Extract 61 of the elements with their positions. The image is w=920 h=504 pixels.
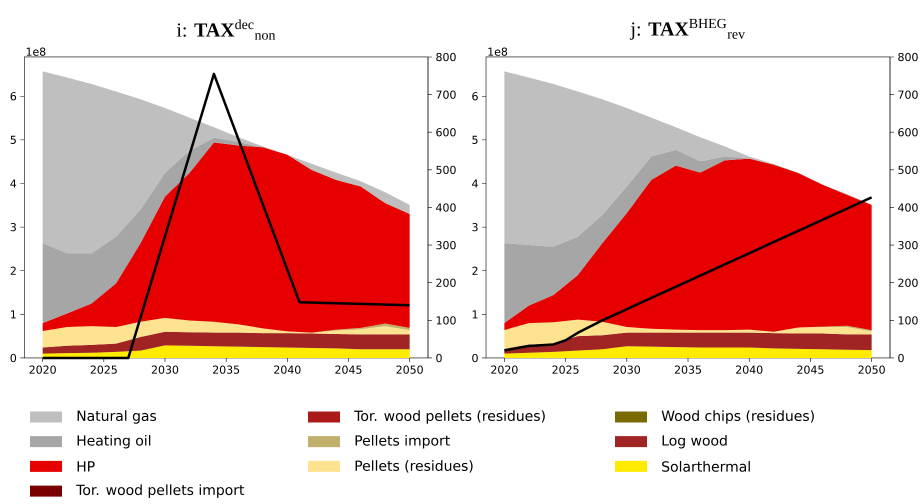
x-tick-label: 2030 bbox=[152, 366, 178, 374]
y-tick-label: 0 bbox=[10, 354, 16, 362]
y2-tick-label: 600 bbox=[898, 128, 918, 136]
x-tick-label: 2045 bbox=[335, 366, 362, 374]
y2-tick-label: 300 bbox=[898, 240, 918, 250]
legend-label: Heating oil bbox=[78, 434, 150, 448]
chart-title: i: TAX$^{dec}$non bbox=[176, 19, 276, 40]
y-tick-label: 4 bbox=[10, 180, 16, 188]
x-tick-label: 2040 bbox=[274, 366, 301, 374]
legend-label: Natural gas bbox=[78, 410, 156, 424]
text: 1e8 bbox=[488, 48, 508, 56]
x-tick-label: 2025 bbox=[90, 366, 117, 374]
y2-tick-label: 500 bbox=[436, 166, 456, 174]
y-tick-label: 6 bbox=[472, 92, 478, 100]
y2-tick-label: 300 bbox=[436, 240, 456, 250]
text: 1e8 bbox=[26, 48, 46, 56]
legend-label: Pellets import bbox=[356, 434, 450, 448]
y-tick-label: 6 bbox=[10, 92, 16, 100]
y2-tick-label: 800 bbox=[898, 52, 918, 62]
x-tick-label: 2035 bbox=[674, 366, 701, 374]
y-tick-label: 3 bbox=[472, 222, 478, 232]
y2-tick-label: 800 bbox=[436, 52, 456, 62]
x-tick-label: 2030 bbox=[614, 366, 640, 374]
line-series bbox=[503, 196, 873, 352]
y2-tick-label: 0 bbox=[436, 354, 442, 362]
y-tick-label: 5 bbox=[472, 136, 478, 144]
x-tick-label: 2045 bbox=[797, 366, 824, 374]
y2-tick-label: 600 bbox=[436, 128, 456, 136]
legend-label: Pellets (residues) bbox=[356, 460, 473, 473]
y-tick-label: 1 bbox=[472, 310, 478, 318]
y-tick-label: 2 bbox=[10, 266, 16, 275]
y2-tick-label: 0 bbox=[898, 354, 904, 362]
y-tick-label: 2 bbox=[472, 266, 478, 275]
y2-tick-label: 500 bbox=[898, 166, 918, 174]
legend-label: Tor. wood pellets import bbox=[76, 484, 244, 498]
x-tick-label: 2040 bbox=[736, 366, 762, 374]
y2-tick-label: 400 bbox=[436, 203, 456, 212]
y-tick-label: 1 bbox=[11, 310, 16, 318]
legend-label: Log wood bbox=[662, 434, 727, 448]
x-tick-label: 2025 bbox=[552, 366, 579, 374]
y-tick-label: 4 bbox=[472, 180, 478, 188]
x-tick-label: 2020 bbox=[30, 366, 56, 374]
y-tick-label: 0 bbox=[472, 354, 478, 362]
x-tick-label: 2020 bbox=[491, 366, 518, 374]
y2-tick-label: 400 bbox=[898, 203, 918, 212]
y2-tick-label: 200 bbox=[436, 278, 456, 287]
y-tick-label: 5 bbox=[10, 136, 16, 144]
y2-tick-label: 700 bbox=[898, 90, 918, 99]
legend-label: HP bbox=[78, 461, 95, 472]
x-tick-label: 2050 bbox=[396, 366, 423, 374]
y2-tick-label: 200 bbox=[898, 278, 918, 287]
legend-label: Tor. wood pellets (residues) bbox=[354, 410, 545, 424]
chart-title: j: TAX$^{BHEG}$rev bbox=[630, 18, 746, 40]
legend-label: Wood chips (residues) bbox=[662, 410, 814, 424]
y2-tick-label: 100 bbox=[898, 316, 918, 325]
x-tick-label: 2035 bbox=[213, 366, 240, 374]
legend-label: Solarthermal bbox=[662, 460, 750, 472]
y2-tick-label: 100 bbox=[436, 316, 456, 325]
y-tick-label: 3 bbox=[10, 222, 16, 232]
x-tick-label: 2050 bbox=[858, 366, 885, 374]
y2-tick-label: 700 bbox=[436, 90, 456, 99]
